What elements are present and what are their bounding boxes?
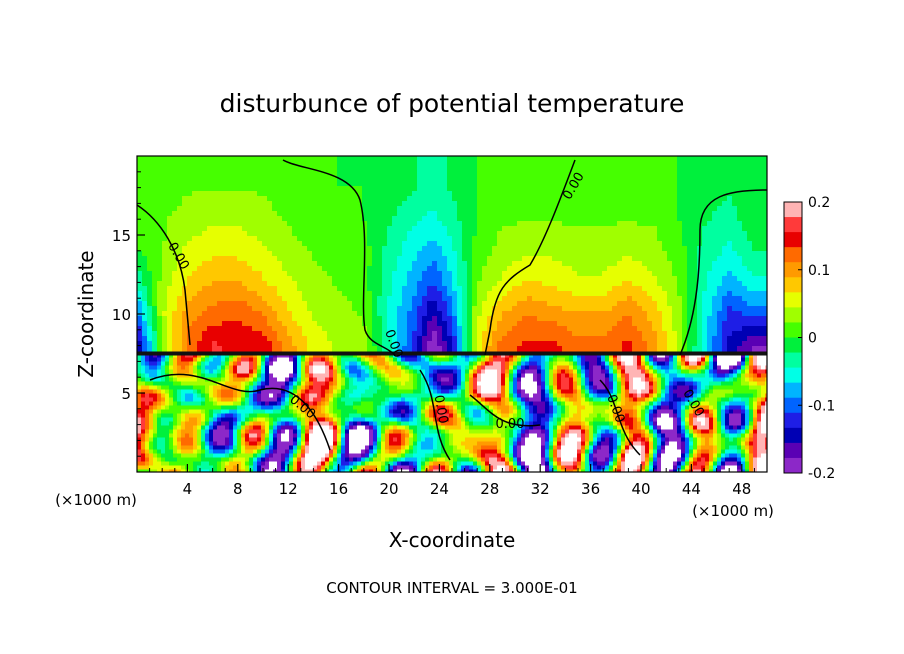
colorbar-swatch	[784, 412, 802, 429]
y-tick-label: 15	[112, 227, 131, 245]
chart-title: disturbunce of potential temperature	[220, 89, 685, 118]
colorbar-swatch	[784, 457, 802, 474]
x-axis-label: X-coordinate	[389, 528, 516, 552]
x-tick-label: 20	[379, 480, 398, 498]
y-tick-label: 10	[112, 306, 131, 324]
colorbar-swatch	[784, 352, 802, 369]
x-unit-left: (×1000 m)	[55, 491, 137, 509]
colorbar-swatch	[784, 217, 802, 233]
x-tick-label: 8	[233, 480, 243, 498]
colorbar-swatch	[784, 262, 802, 278]
x-tick-label: 40	[631, 480, 650, 498]
colorbar-swatch	[784, 202, 802, 218]
colorbar-swatch	[784, 367, 802, 384]
zero-contours	[137, 159, 767, 461]
x-tick-label: 36	[581, 480, 600, 498]
y-axis-label: Z-coordinate	[74, 250, 98, 377]
colorbar-swatch	[784, 277, 802, 293]
x-tick-label: 4	[183, 480, 193, 498]
contour-interval-note: CONTOUR INTERVAL = 3.000E-01	[326, 579, 577, 597]
heatmap-field	[137, 156, 767, 472]
y-axis-ticks: 5 10 15	[112, 171, 145, 457]
x-tick-label: 44	[682, 480, 701, 498]
colorbar-tick-label: 0	[808, 331, 817, 347]
colorbar-swatch	[784, 307, 802, 323]
colorbar-swatch	[784, 232, 802, 248]
colorbar-swatch	[784, 427, 802, 444]
colorbar-swatch	[784, 397, 802, 414]
y-tick-label: 5	[121, 385, 131, 403]
colorbar-swatch	[784, 292, 802, 308]
colorbar-tick-label: -0.2	[808, 466, 835, 482]
x-tick-label: 24	[430, 480, 449, 498]
x-tick-label: 16	[329, 480, 348, 498]
contour-label: 0.00	[496, 417, 525, 432]
x-unit-right: (×1000 m)	[692, 502, 774, 520]
x-tick-label: 48	[732, 480, 751, 498]
colorbar-tick-label: -0.1	[808, 398, 835, 414]
x-tick-label: 32	[531, 480, 550, 498]
colorbar-swatch	[784, 442, 802, 459]
colorbar	[783, 201, 803, 474]
colorbar-ticks: 0.2 0.1 0 -0.1 -0.2	[798, 195, 835, 482]
colorbar-swatch	[784, 337, 802, 354]
x-axis-ticks: 4 8 12 16 20 24 28 32 36 40 44 48	[149, 464, 755, 498]
x-tick-label: 12	[279, 480, 298, 498]
colorbar-tick-label: 0.1	[808, 263, 830, 279]
colorbar-swatch	[784, 382, 802, 399]
colorbar-tick-label: 0.2	[808, 195, 830, 211]
colorbar-swatch	[784, 247, 802, 263]
contour-label: 0.00	[431, 394, 451, 425]
x-tick-label: 28	[480, 480, 499, 498]
colorbar-swatch	[784, 322, 802, 338]
